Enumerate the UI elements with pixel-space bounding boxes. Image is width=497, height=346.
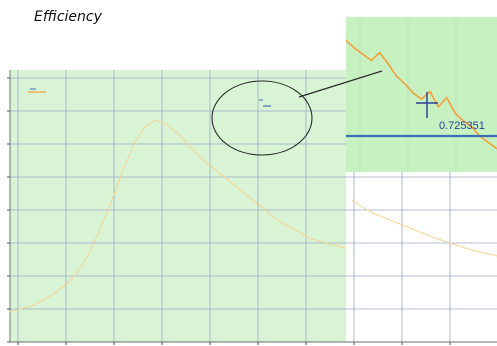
crosshair-cursor (416, 92, 438, 118)
data-point (31, 305, 33, 307)
data-point (43, 299, 45, 301)
data-point (177, 132, 179, 135)
data-point (76, 271, 78, 274)
data-point (121, 172, 123, 174)
data-point (143, 126, 145, 128)
data-point (166, 123, 168, 125)
zoomed-series-line (345, 39, 497, 150)
data-point (267, 211, 269, 213)
x-axis-ticks (17, 342, 451, 345)
data-point (20, 308, 22, 310)
data-point (345, 247, 347, 249)
zoom-inset-panel (346, 17, 497, 172)
data-point (222, 175, 224, 177)
data-point (311, 238, 313, 240)
chart-title: Efficiency (34, 9, 102, 25)
data-point (155, 119, 157, 121)
data-point (300, 232, 302, 234)
y-axis-ticks (7, 77, 10, 343)
data-point (199, 157, 201, 159)
data-point (188, 145, 190, 147)
data-point (211, 166, 213, 168)
data-point (289, 226, 291, 228)
data-point (87, 253, 89, 255)
data-point (54, 293, 56, 295)
efficiency-series-continuation (351, 199, 497, 257)
inset-gridlines (359, 17, 457, 172)
data-point (233, 184, 235, 186)
data-point (323, 241, 325, 243)
data-point (244, 193, 246, 195)
data-point (132, 145, 134, 147)
zoom-callout-ellipse (211, 80, 313, 156)
data-point (110, 202, 112, 204)
reference-value-label: 0.725351 (439, 120, 485, 132)
data-point (99, 229, 101, 231)
data-point (255, 202, 257, 204)
data-point (9, 311, 11, 313)
data-point (278, 220, 280, 222)
zoom-callout-connector (298, 70, 383, 98)
efficiency-series-points (9, 119, 347, 313)
data-point (65, 284, 67, 286)
data-point (334, 244, 336, 246)
